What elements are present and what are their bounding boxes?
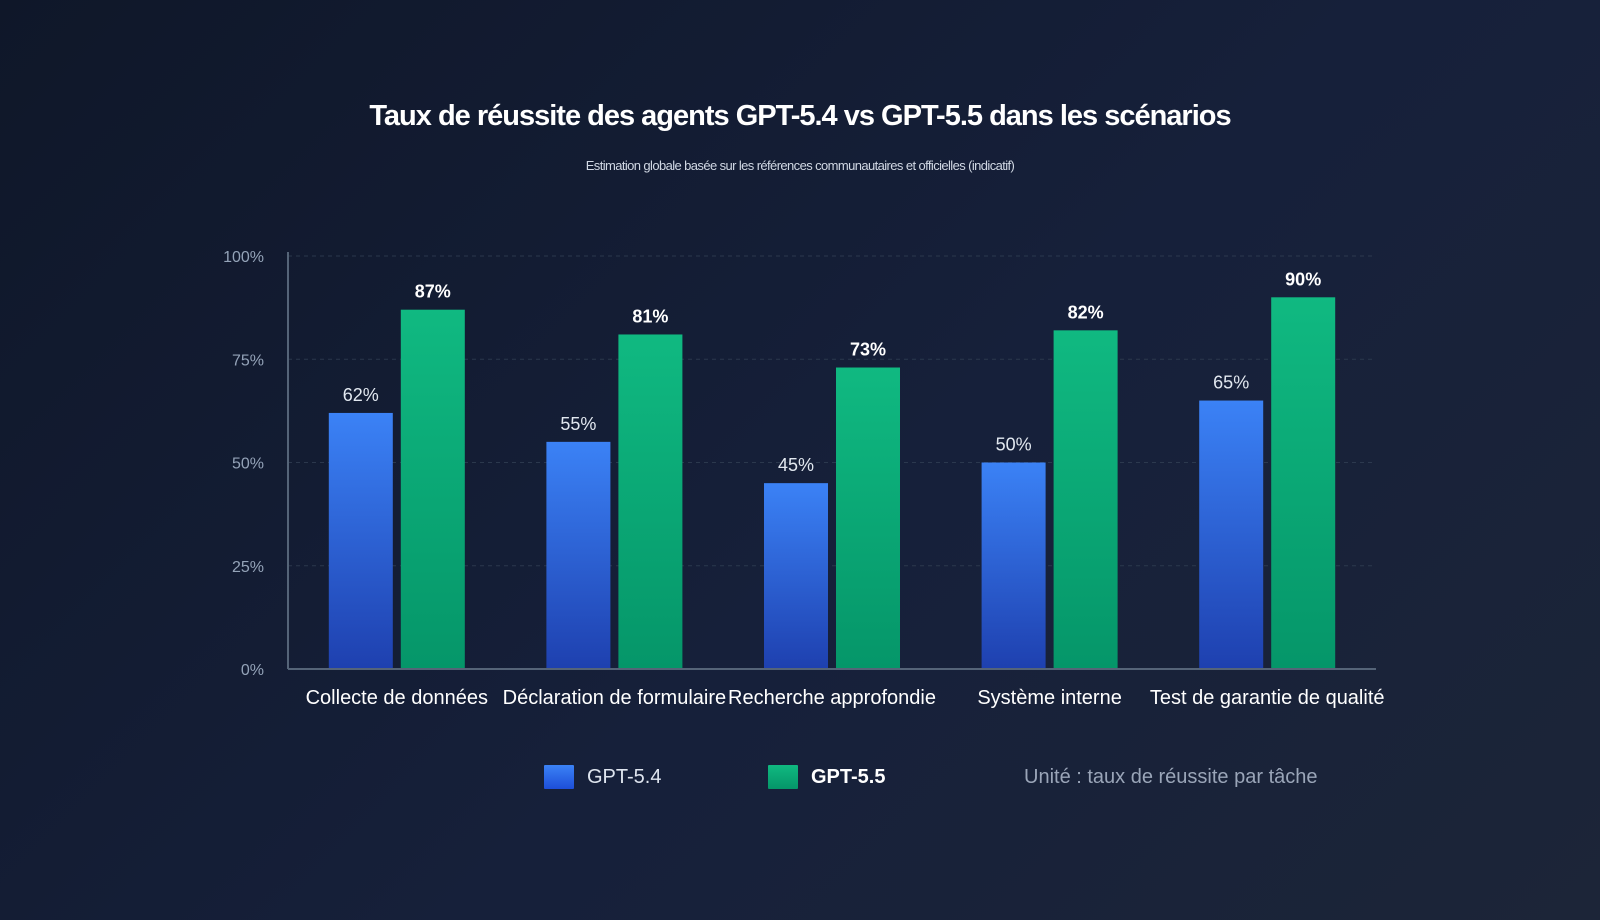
y-tick-label: 100%	[223, 249, 264, 266]
data-label: 87%	[415, 282, 451, 302]
data-label: 45%	[778, 455, 814, 475]
bar-gpt-5-4	[1199, 400, 1264, 669]
bar-gpt-5-4	[546, 441, 611, 669]
legend-item-gpt-5-5: GPT-5.5	[768, 763, 885, 791]
bar-gpt-5-4	[328, 412, 393, 669]
y-tick-label: 25%	[232, 559, 264, 576]
bar-gpt-5-4	[981, 462, 1046, 669]
bars	[328, 297, 1336, 669]
bar-gpt-5-5	[400, 309, 465, 669]
chart-subtitle: Estimation globale basée sur les référen…	[585, 158, 1015, 173]
y-tick-label: 50%	[232, 456, 264, 473]
data-label: 65%	[1213, 373, 1249, 393]
x-category-label: Déclaration de formulaire	[503, 687, 726, 709]
y-tick-label: 75%	[232, 352, 264, 369]
y-tick-label: 0%	[241, 662, 264, 679]
data-label: 55%	[560, 414, 596, 434]
legend: GPT-5.4 GPT-5.5 Unité : taux de réussite…	[0, 763, 1600, 791]
data-label: 62%	[343, 385, 379, 405]
bar-gpt-5-4	[764, 483, 828, 669]
legend-swatch-gpt-5-5	[768, 765, 798, 789]
x-category-label: Test de garantie de qualité	[1150, 687, 1385, 709]
data-label: 90%	[1285, 269, 1321, 289]
x-category-label: Système interne	[977, 687, 1122, 709]
data-label: 82%	[1068, 302, 1104, 322]
bar-gpt-5-5	[618, 334, 683, 669]
bar-gpt-5-5	[1053, 330, 1118, 669]
data-label: 73%	[850, 340, 886, 360]
legend-label-gpt-5-4: GPT-5.4	[587, 765, 662, 788]
grid-lines	[288, 255, 1376, 567]
data-labels: 62% 87% 55% 81% 45% 73% 50% 82% 65% 90%	[343, 269, 1321, 475]
legend-item-gpt-5-4: GPT-5.4	[544, 763, 661, 791]
data-label: 50%	[996, 435, 1032, 455]
chart-title: Taux de réussite des agents GPT-5.4 vs G…	[369, 100, 1231, 132]
x-category-label: Recherche approfondie	[728, 687, 936, 709]
legend-swatch-gpt-5-4	[544, 765, 574, 789]
data-label: 81%	[632, 306, 668, 326]
x-category-label: Collecte de données	[306, 687, 488, 709]
axes: 0% 25% 50% 75% 100% Collecte de données Déclar…	[223, 249, 1384, 709]
bar-gpt-5-5	[1271, 297, 1336, 669]
bar-gpt-5-5	[836, 367, 900, 669]
unit-note: Unité : taux de réussite par tâche	[1024, 766, 1318, 788]
legend-label-gpt-5-5: GPT-5.5	[811, 765, 886, 788]
